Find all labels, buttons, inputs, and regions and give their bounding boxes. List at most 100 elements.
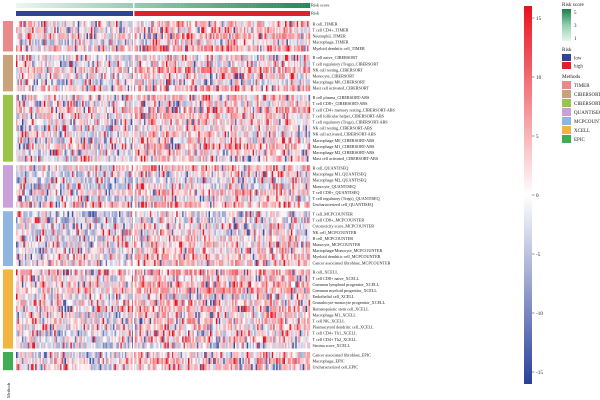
- heatmap-cell: [243, 27, 246, 34]
- heatmap-cell: [267, 155, 269, 162]
- heatmap-cell: [196, 165, 199, 172]
- risk-score-bar-cell: [251, 3, 253, 8]
- heatmap-cell: [71, 171, 74, 178]
- heatmap-cell: [292, 125, 294, 132]
- heatmap-cell: [151, 79, 153, 86]
- heatmap-cell: [20, 67, 23, 74]
- heatmap-cell: [268, 113, 271, 120]
- risk-score-bar-cell: [33, 3, 36, 8]
- heatmap-cell: [92, 131, 95, 138]
- heatmap-cell: [24, 33, 27, 40]
- heatmap-cell: [249, 155, 252, 162]
- heatmap-cell: [107, 73, 109, 80]
- heatmap-cell: [302, 149, 305, 156]
- heatmap-cell: [157, 137, 159, 144]
- heatmap-cell: [98, 165, 100, 172]
- heatmap-cell: [48, 85, 50, 92]
- heatmap-cell: [155, 125, 158, 132]
- heatmap-cell: [235, 143, 237, 150]
- heatmap-cell: [67, 137, 70, 144]
- heatmap-cell: [139, 54, 142, 61]
- heatmap-cell: [212, 171, 215, 178]
- heatmap-cell: [264, 54, 267, 61]
- heatmap-cell: [146, 165, 149, 172]
- heatmap-cell: [20, 60, 23, 67]
- heatmap-cell: [283, 21, 286, 28]
- heatmap-cell: [105, 119, 108, 126]
- heatmap-cell: [95, 39, 97, 46]
- heatmap-cell: [271, 67, 274, 74]
- heatmap-cell: [38, 45, 40, 52]
- heatmap-cell: [198, 149, 200, 156]
- heatmap-cell: [220, 33, 222, 40]
- heatmap-cell: [160, 39, 162, 46]
- heatmap-cell: [155, 113, 158, 120]
- heatmap-cell: [149, 21, 152, 28]
- heatmap-cell: [214, 100, 217, 107]
- heatmap-cell: [32, 125, 34, 132]
- heatmap-cell: [193, 45, 196, 52]
- heatmap-cell: [60, 143, 62, 150]
- heatmap-cell: [79, 149, 81, 156]
- heatmap-cell: [299, 27, 302, 34]
- heatmap-cell: [107, 113, 109, 120]
- heatmap-cell: [264, 113, 267, 120]
- heatmap-cell: [136, 155, 139, 162]
- heatmap-cell: [129, 79, 131, 86]
- heatmap-cell: [68, 27, 71, 34]
- heatmap-cell: [136, 137, 139, 144]
- heatmap-cell: [185, 119, 187, 126]
- heatmap-cell: [207, 54, 209, 61]
- heatmap-cell: [217, 67, 220, 74]
- heatmap-cell: [187, 73, 190, 80]
- heatmap-cell: [127, 27, 130, 34]
- heatmap-cell: [135, 27, 137, 34]
- heatmap-cell: [140, 73, 143, 80]
- heatmap-cell: [305, 137, 308, 144]
- heatmap-cell: [196, 39, 199, 46]
- heatmap-cell: [210, 33, 212, 40]
- heatmap-cell: [55, 94, 58, 101]
- heatmap-cell: [279, 125, 281, 132]
- heatmap-cell: [215, 85, 218, 92]
- heatmap-cell: [102, 100, 105, 107]
- heatmap-cell: [149, 155, 152, 162]
- heatmap-cell: [111, 165, 114, 172]
- heatmap-cell: [67, 45, 70, 52]
- heatmap-cell: [143, 171, 146, 178]
- heatmap-cell: [226, 85, 228, 92]
- heatmap-cell: [68, 125, 71, 132]
- heatmap-cell: [208, 60, 211, 67]
- heatmap-cell: [139, 165, 142, 172]
- heatmap-cell: [49, 143, 52, 150]
- heatmap-cell: [220, 155, 222, 162]
- heatmap-cell: [237, 131, 240, 138]
- heatmap-cell: [58, 73, 61, 80]
- heatmap-cell: [89, 125, 92, 132]
- heatmap-cell: [307, 60, 309, 67]
- heatmap-cell: [186, 131, 189, 138]
- risk-score-bar-cell: [226, 3, 228, 8]
- risk-score-bar-cell: [124, 3, 127, 8]
- heatmap-cell: [258, 33, 261, 40]
- heatmap-cell: [45, 165, 48, 172]
- heatmap-cell: [155, 39, 158, 46]
- heatmap-cell: [88, 106, 90, 113]
- heatmap-cell: [82, 143, 84, 150]
- heatmap-cell: [68, 100, 71, 107]
- heatmap-cell: [230, 143, 233, 150]
- heatmap-cell: [171, 165, 174, 172]
- heatmap-cell: [145, 119, 147, 126]
- heatmap-cell: [189, 54, 192, 61]
- heatmap-cell: [251, 119, 253, 126]
- heatmap-cell: [257, 39, 259, 46]
- heatmap-cell: [40, 125, 43, 132]
- heatmap-cell: [26, 94, 28, 101]
- heatmap-cell: [74, 94, 77, 101]
- heatmap-cell: [46, 45, 49, 52]
- heatmap-cell: [16, 119, 18, 126]
- heatmap-cell: [215, 165, 218, 172]
- risk-score-bar-cell: [205, 3, 208, 8]
- heatmap-cell: [48, 39, 50, 46]
- heatmap-cell: [189, 60, 192, 67]
